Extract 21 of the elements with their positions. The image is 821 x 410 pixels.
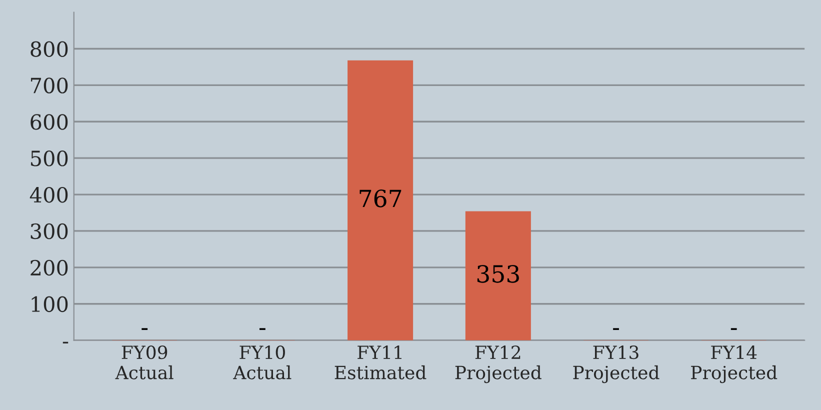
data-label: 767 xyxy=(360,190,402,208)
x-tick-label: FY10 Actual xyxy=(233,345,292,380)
y-tick-label: 300 xyxy=(30,223,68,240)
x-tick-label: FY11 Estimated xyxy=(334,345,426,380)
data-label: - xyxy=(260,328,266,330)
x-tick-label: FY12 Projected xyxy=(455,345,542,384)
data-label: - xyxy=(142,328,148,330)
data-label: - xyxy=(730,328,737,330)
y-tick-label: 600 xyxy=(30,114,68,130)
y-tick-label: 100 xyxy=(32,296,68,312)
y-tick-label: 200 xyxy=(30,260,68,276)
x-tick-label: FY14 Projected xyxy=(691,345,778,384)
x-tick-label: FY13 Projected xyxy=(573,345,660,384)
x-tick-label: FY09 Actual xyxy=(115,345,174,380)
y-tick-label: 500 xyxy=(31,150,68,166)
data-label: - xyxy=(613,328,619,330)
y-tick-label: 800 xyxy=(30,41,68,57)
y-tick-label: 700 xyxy=(31,78,68,94)
y-tick-label: - xyxy=(62,342,68,344)
data-label: 353 xyxy=(477,264,519,283)
y-tick-label: 400 xyxy=(30,186,68,203)
